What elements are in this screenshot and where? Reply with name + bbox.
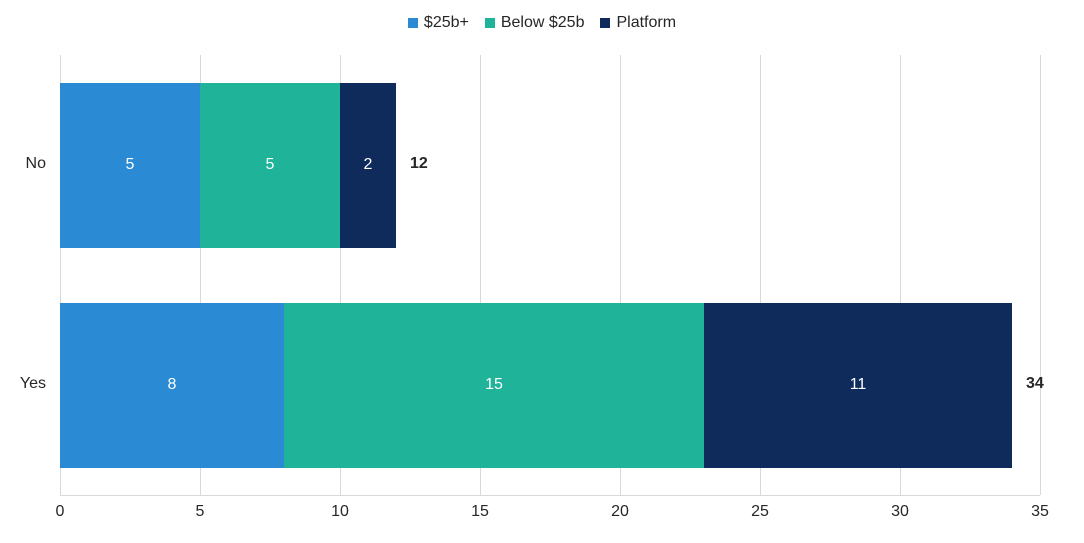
legend-item: $25b+	[408, 14, 469, 32]
x-axis-line	[60, 495, 1040, 496]
legend-swatch	[485, 18, 495, 28]
x-tick-label: 10	[320, 503, 360, 521]
gridline	[1040, 55, 1041, 495]
row-total-label: 12	[410, 155, 428, 173]
bar-value-label: 11	[850, 376, 867, 394]
bar-value-label: 2	[364, 156, 373, 174]
legend-item: Platform	[600, 14, 676, 32]
legend-item: Below $25b	[485, 14, 585, 32]
row-total-label: 34	[1026, 375, 1044, 393]
bar-value-label: 15	[485, 376, 503, 394]
bar-segment: 8	[60, 303, 284, 468]
y-tick-label: No	[0, 155, 46, 173]
legend-swatch	[408, 18, 418, 28]
y-tick-label: Yes	[0, 375, 46, 393]
stacked-bar-chart: $25b+ Below $25b Platform 5 5 2 8 15 11 0 5 10 15 2…	[0, 0, 1084, 543]
bar-value-label: 5	[126, 156, 135, 174]
legend-label: $25b+	[424, 14, 469, 32]
bar-segment: 2	[340, 83, 396, 248]
bar-value-label: 8	[168, 376, 177, 394]
bar-segment: 5	[60, 83, 200, 248]
bar-segment: 11	[704, 303, 1012, 468]
legend-label: Below $25b	[501, 14, 585, 32]
legend: $25b+ Below $25b Platform	[0, 14, 1084, 33]
bar-segment: 5	[200, 83, 340, 248]
x-tick-label: 5	[180, 503, 220, 521]
x-tick-label: 0	[40, 503, 80, 521]
x-tick-label: 20	[600, 503, 640, 521]
plot-area: 5 5 2 8 15 11	[60, 55, 1040, 495]
x-tick-label: 30	[880, 503, 920, 521]
bar-segment: 15	[284, 303, 704, 468]
legend-swatch	[600, 18, 610, 28]
bar-value-label: 5	[266, 156, 275, 174]
bar-row: 5 5 2	[60, 83, 396, 248]
bar-row: 8 15 11	[60, 303, 1012, 468]
x-tick-label: 25	[740, 503, 780, 521]
x-tick-label: 15	[460, 503, 500, 521]
legend-label: Platform	[616, 14, 676, 32]
x-tick-label: 35	[1020, 503, 1060, 521]
